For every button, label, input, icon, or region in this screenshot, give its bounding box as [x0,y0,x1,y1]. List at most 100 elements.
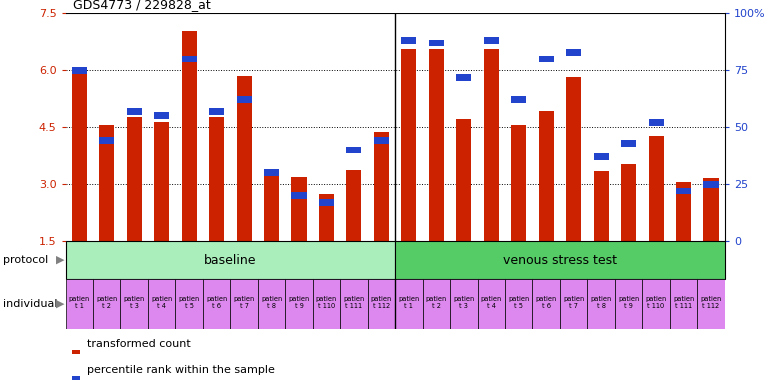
Bar [291,177,307,241]
Bar [99,124,114,241]
Bar [594,153,608,160]
Text: patien
t 7: patien t 7 [563,296,584,310]
Bar [176,279,203,329]
Bar [566,49,581,56]
Text: patien
t 111: patien t 111 [673,296,694,310]
Text: patien
t 2: patien t 2 [96,296,117,310]
Bar [429,49,444,241]
Bar [264,169,279,176]
Text: patien
t 7: patien t 7 [234,296,254,310]
Bar [670,279,697,329]
Text: baseline: baseline [204,253,257,266]
Bar [120,279,148,329]
Bar [154,122,169,241]
Bar [319,199,334,206]
Text: ▶: ▶ [56,255,64,265]
Bar [148,279,176,329]
Text: GDS4773 / 229828_at: GDS4773 / 229828_at [73,0,211,12]
Bar [588,279,615,329]
Bar [456,74,471,81]
Bar [697,279,725,329]
Text: patien
t 2: patien t 2 [426,296,447,310]
Bar [203,279,231,329]
Bar [477,279,505,329]
Bar [182,56,197,62]
Bar [539,56,554,62]
Bar [264,174,279,241]
Bar [533,279,560,329]
Bar [72,351,80,354]
Text: protocol: protocol [3,255,49,265]
Text: patien
t 110: patien t 110 [316,296,337,310]
Bar [237,76,251,241]
Bar [346,147,362,153]
Bar [66,279,93,329]
Bar [560,279,588,329]
Bar [450,279,477,329]
Text: patien
t 1: patien t 1 [399,296,419,310]
Bar [648,136,664,241]
Text: percentile rank within the sample: percentile rank within the sample [86,365,274,375]
Text: patien
t 112: patien t 112 [371,296,392,310]
Bar [511,96,527,103]
Bar [621,140,636,147]
Bar [291,192,307,199]
Text: individual: individual [3,299,58,309]
Bar [72,71,87,241]
Bar [374,132,389,241]
Bar [126,117,142,241]
Text: transformed count: transformed count [86,339,190,349]
Bar [511,124,527,241]
Bar [99,137,114,144]
Bar [676,187,691,194]
Bar [402,37,416,44]
Text: patien
t 9: patien t 9 [288,296,310,310]
Bar [209,108,224,115]
Bar [423,279,450,329]
Text: ▶: ▶ [56,299,64,309]
Bar [703,181,719,187]
Text: patien
t 4: patien t 4 [151,296,172,310]
Bar [396,241,725,279]
Text: patien
t 8: patien t 8 [261,296,282,310]
Bar [621,164,636,241]
Bar [346,170,362,241]
Bar [182,30,197,241]
Bar [209,117,224,241]
Bar [154,113,169,119]
Bar [396,279,423,329]
Bar [72,376,80,380]
Bar [374,137,389,144]
Text: patien
t 6: patien t 6 [536,296,557,310]
Bar [429,40,444,46]
Bar [66,241,396,279]
Bar [566,77,581,241]
Text: patien
t 112: patien t 112 [700,296,722,310]
Bar [319,194,334,241]
Text: patien
t 3: patien t 3 [453,296,474,310]
Bar [539,111,554,241]
Bar [483,37,499,44]
Bar [615,279,642,329]
Text: patien
t 9: patien t 9 [618,296,639,310]
Bar [93,279,120,329]
Text: patien
t 5: patien t 5 [508,296,530,310]
Bar [72,67,87,74]
Text: venous stress test: venous stress test [503,253,617,266]
Text: patien
t 8: patien t 8 [591,296,611,310]
Bar [368,279,396,329]
Bar [126,108,142,115]
Bar [340,279,368,329]
Bar [483,50,499,241]
Bar [648,119,664,126]
Bar [505,279,533,329]
Text: patien
t 4: patien t 4 [480,296,502,310]
Text: patien
t 111: patien t 111 [343,296,365,310]
Text: patien
t 6: patien t 6 [206,296,227,310]
Bar [285,279,313,329]
Bar [642,279,670,329]
Bar [313,279,340,329]
Text: patien
t 3: patien t 3 [123,296,145,310]
Bar [594,171,608,241]
Text: patien
t 110: patien t 110 [645,296,667,310]
